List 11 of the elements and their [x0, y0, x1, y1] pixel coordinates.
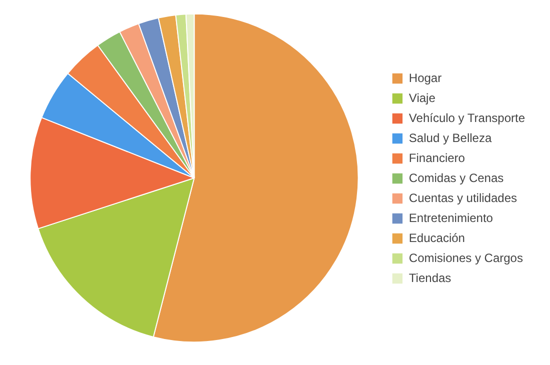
- legend-label: Hogar: [408, 70, 442, 84]
- legend-label: Cuentas y utilidades: [408, 190, 517, 204]
- legend-label: Vehículo y Transporte: [408, 110, 525, 124]
- legend-label: Salud y Belleza: [408, 130, 492, 144]
- legend-label: Comidas y Cenas: [408, 170, 504, 184]
- legend-label: Comisiones y Cargos: [408, 250, 523, 264]
- legend-label: Tiendas: [408, 270, 452, 284]
- legend-label: Entretenimiento: [408, 210, 493, 224]
- legend-label: Viaje: [408, 90, 436, 104]
- legend-label: Educación: [408, 230, 465, 244]
- legend-label: Financiero: [408, 150, 465, 164]
